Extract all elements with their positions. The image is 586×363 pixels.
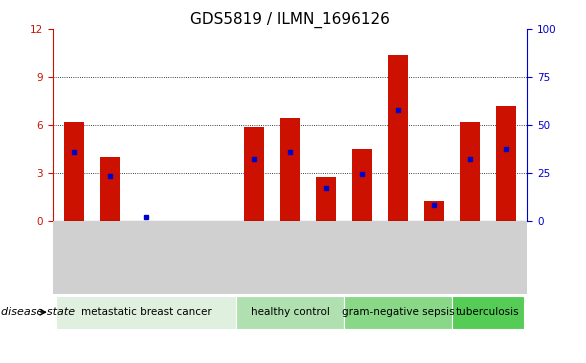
Title: GDS5819 / ILMN_1696126: GDS5819 / ILMN_1696126 [190, 12, 390, 28]
Bar [316, 177, 336, 221]
Bar [236, 296, 344, 329]
Bar [64, 122, 84, 221]
Text: healthy control: healthy control [251, 307, 329, 317]
Bar [388, 56, 408, 221]
Text: gram-negative sepsis: gram-negative sepsis [342, 307, 454, 317]
Bar [344, 296, 452, 329]
Bar [424, 201, 444, 221]
Bar [100, 157, 120, 221]
Bar [56, 296, 236, 329]
Text: disease state: disease state [1, 307, 74, 317]
Bar [452, 296, 524, 329]
Bar [244, 127, 264, 221]
Bar [280, 118, 300, 221]
Text: metastatic breast cancer: metastatic breast cancer [81, 307, 212, 317]
Bar [496, 106, 516, 221]
Text: tuberculosis: tuberculosis [456, 307, 520, 317]
Bar [352, 149, 372, 221]
Bar [460, 122, 480, 221]
